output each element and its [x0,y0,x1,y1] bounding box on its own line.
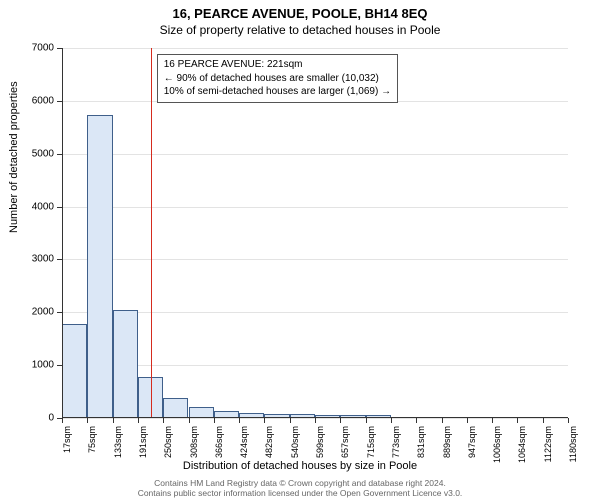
x-tick [62,418,63,423]
x-tick-label: 75sqm [87,426,97,476]
x-tick-label: 191sqm [138,426,148,476]
x-tick [467,418,468,423]
histogram-bar [163,398,188,418]
annotation-line: ← 90% of detached houses are smaller (10… [164,72,391,86]
x-tick [87,418,88,423]
x-tick-label: 715sqm [366,426,376,476]
annotation-line: 16 PEARCE AVENUE: 221sqm [164,58,391,72]
x-tick [290,418,291,423]
grid-line [62,259,568,260]
y-tick-label: 0 [14,413,54,424]
histogram-bar [113,310,138,418]
chart-subtitle: Size of property relative to detached ho… [0,21,600,39]
y-tick-label: 1000 [14,360,54,371]
x-tick-label: 308sqm [189,426,199,476]
grid-line [62,365,568,366]
x-tick-label: 1180sqm [568,426,578,476]
y-tick-label: 7000 [14,43,54,54]
x-tick [113,418,114,423]
x-tick [239,418,240,423]
footer-line-1: Contains HM Land Registry data © Crown c… [0,478,600,488]
x-tick-label: 250sqm [163,426,173,476]
grid-line [62,48,568,49]
x-tick [340,418,341,423]
x-tick [517,418,518,423]
y-tick-label: 2000 [14,307,54,318]
x-tick [391,418,392,423]
footer-line-2: Contains public sector information licen… [0,488,600,498]
x-tick [543,418,544,423]
histogram-bar [87,115,112,418]
x-tick [315,418,316,423]
grid-line [62,312,568,313]
x-tick-label: 831sqm [416,426,426,476]
property-marker-line [151,48,152,418]
x-tick-label: 482sqm [264,426,274,476]
histogram-bar [62,324,87,418]
x-tick-label: 17sqm [62,426,72,476]
x-tick [442,418,443,423]
x-tick-label: 1064sqm [517,426,527,476]
x-tick-label: 540sqm [290,426,300,476]
x-axis-line [62,417,568,418]
y-axis-line [62,48,63,418]
y-tick-label: 3000 [14,254,54,265]
x-tick [214,418,215,423]
x-tick-label: 947sqm [467,426,477,476]
y-tick-label: 4000 [14,201,54,212]
x-tick-label: 133sqm [113,426,123,476]
annotation-box: 16 PEARCE AVENUE: 221sqm← 90% of detache… [157,54,398,103]
x-tick [138,418,139,423]
x-tick-label: 773sqm [391,426,401,476]
x-tick [366,418,367,423]
x-tick-label: 889sqm [442,426,452,476]
grid-line [62,154,568,155]
x-tick [264,418,265,423]
x-tick [416,418,417,423]
x-tick-label: 1122sqm [543,426,553,476]
y-tick-label: 5000 [14,148,54,159]
x-tick-label: 657sqm [340,426,350,476]
plot-area: 16 PEARCE AVENUE: 221sqm← 90% of detache… [62,48,568,418]
x-tick [492,418,493,423]
chart-container: 16, PEARCE AVENUE, POOLE, BH14 8EQ Size … [0,0,600,500]
x-tick-label: 424sqm [239,426,249,476]
chart-title: 16, PEARCE AVENUE, POOLE, BH14 8EQ [0,0,600,21]
x-tick [568,418,569,423]
y-tick-label: 6000 [14,95,54,106]
x-tick [163,418,164,423]
x-tick-label: 599sqm [315,426,325,476]
x-tick-label: 366sqm [214,426,224,476]
annotation-line: 10% of semi-detached houses are larger (… [164,85,391,99]
x-tick [189,418,190,423]
grid-line [62,207,568,208]
x-tick-label: 1006sqm [492,426,502,476]
footer-attribution: Contains HM Land Registry data © Crown c… [0,478,600,498]
